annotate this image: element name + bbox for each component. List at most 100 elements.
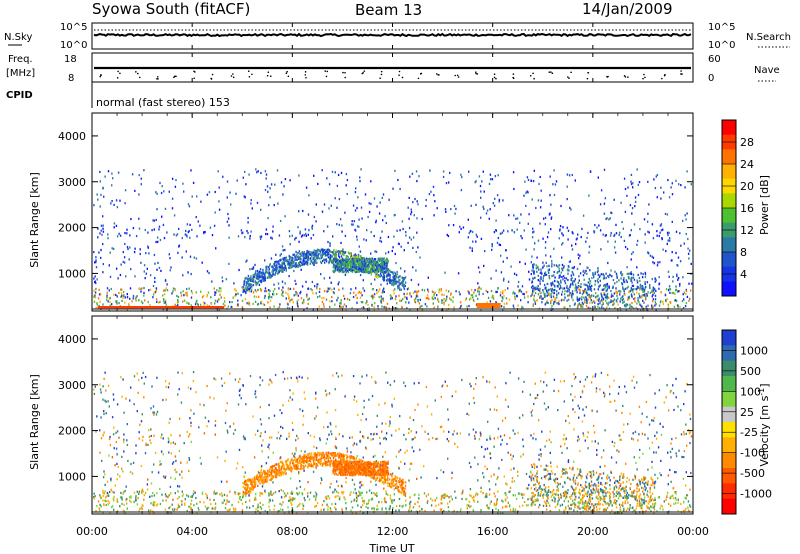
- scatter-cell: [548, 472, 550, 475]
- scatter-cell: [299, 265, 301, 268]
- scatter-cell: [370, 295, 373, 298]
- scatter-cell: [302, 209, 304, 213]
- scatter-cell: [242, 286, 245, 289]
- scatter-cell: [195, 291, 197, 294]
- scatter-cell: [643, 290, 645, 293]
- scatter-cell: [188, 287, 190, 290]
- scatter-cell: [495, 269, 497, 272]
- scatter-cell: [181, 470, 183, 473]
- scatter-cell: [527, 487, 529, 490]
- scatter-cell: [525, 472, 528, 476]
- scatter-cell: [687, 237, 689, 241]
- scatter-cell: [539, 282, 541, 285]
- scatter-cell: [387, 274, 389, 278]
- scatter-cell: [118, 291, 120, 295]
- scatter-cell: [412, 291, 415, 294]
- scatter-cell: [292, 253, 294, 256]
- scatter-cell: [277, 431, 280, 434]
- scatter-cell: [299, 256, 301, 259]
- scatter-cell: [531, 414, 533, 417]
- scatter-cell: [341, 253, 344, 256]
- scatter-cell: [194, 491, 196, 494]
- scatter-cell: [520, 235, 522, 238]
- scatter-cell: [269, 196, 271, 199]
- scatter-cell: [326, 438, 328, 441]
- scatter-cell: [136, 295, 138, 298]
- scatter-cell: [668, 275, 670, 278]
- scatter-cell: [560, 445, 562, 448]
- scatter-cell: [684, 390, 686, 393]
- scatter-cell: [303, 251, 305, 254]
- scatter-cell: [489, 173, 492, 176]
- scatter-cell: [518, 290, 520, 293]
- scatter-cell: [686, 383, 688, 386]
- scatter-cell: [554, 288, 556, 292]
- scatter-cell: [473, 291, 475, 294]
- scatter-cell: [624, 287, 626, 290]
- scatter-cell: [235, 293, 237, 296]
- scatter-cell: [228, 262, 230, 265]
- scatter-cell: [531, 269, 533, 272]
- scatter-cell: [183, 190, 185, 193]
- scatter-cell: [654, 280, 656, 283]
- scatter-cell: [639, 286, 642, 289]
- scatter-cell: [545, 254, 547, 257]
- scatter-cell: [122, 251, 124, 254]
- scatter-cell: [594, 280, 596, 283]
- scatter-cell: [371, 266, 374, 269]
- scatter-cell: [385, 422, 387, 425]
- scatter-cell: [304, 257, 306, 260]
- scatter-cell: [218, 186, 220, 189]
- scatter-cell: [630, 271, 632, 274]
- scatter-cell: [528, 278, 531, 281]
- scatter-cell: [642, 294, 644, 297]
- scatter-cell: [409, 416, 411, 419]
- scatter-cell: [315, 253, 317, 256]
- scatter-cell: [321, 248, 323, 251]
- scatter-cell: [513, 480, 516, 483]
- scatter-cell: [558, 287, 561, 290]
- scatter-cell: [540, 271, 542, 274]
- scatter-cell: [123, 441, 125, 444]
- scatter-cell: [412, 419, 415, 422]
- scatter-cell: [371, 264, 374, 267]
- nave-dot: [210, 77, 212, 80]
- scatter-cell: [513, 272, 516, 275]
- scatter-cell: [399, 282, 402, 285]
- scatter-cell: [144, 228, 146, 232]
- scatter-cell: [416, 217, 418, 220]
- scatter-cell: [654, 294, 657, 297]
- scatter-cell: [275, 260, 277, 263]
- scatter-cell: [292, 264, 295, 267]
- scatter-cell: [342, 287, 344, 290]
- scatter-cell: [389, 274, 391, 277]
- scatter-cell: [340, 484, 343, 487]
- scatter-cell: [608, 296, 610, 299]
- scatter-cell: [281, 289, 283, 292]
- scatter-cell: [489, 300, 492, 303]
- scatter-cell: [215, 291, 217, 294]
- scatter-cell: [180, 294, 183, 297]
- scatter-cell: [155, 413, 158, 416]
- scatter-cell: [120, 263, 122, 266]
- scatter-cell: [243, 289, 245, 292]
- scatter-cell: [527, 295, 529, 298]
- scatter-cell: [531, 198, 533, 201]
- scatter-cell: [589, 282, 591, 285]
- scatter-cell: [250, 230, 252, 233]
- scatter-cell: [186, 461, 188, 464]
- scatter-cell: [164, 279, 167, 282]
- scatter-cell: [218, 287, 221, 290]
- nave-dot: [194, 71, 196, 73]
- scatter-cell: [689, 417, 692, 421]
- scatter-cell: [505, 297, 508, 300]
- scatter-cell: [338, 263, 341, 266]
- scatter-cell: [677, 277, 680, 280]
- scatter-cell: [651, 419, 653, 422]
- scatter-cell: [387, 381, 389, 384]
- scatter-cell: [438, 288, 441, 291]
- scatter-cell: [532, 304, 534, 308]
- nsky-strip: N.Sky 10^5 10^0 10^5 10^0 N.Search: [4, 22, 791, 51]
- scatter-cell: [541, 430, 543, 433]
- scatter-cell: [675, 396, 677, 399]
